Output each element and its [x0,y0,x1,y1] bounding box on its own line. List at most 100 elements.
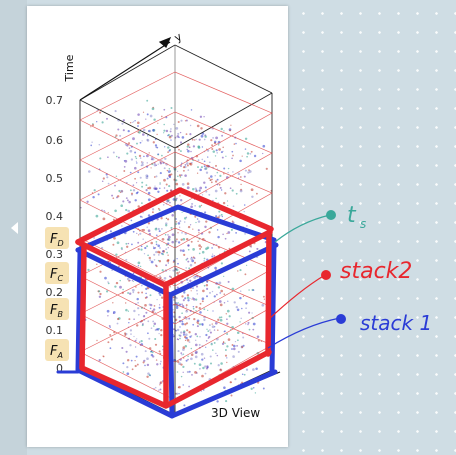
scatter-point [248,311,251,314]
scatter-point [145,292,147,295]
scatter-point [181,295,184,298]
scatter-point [140,248,143,251]
scatter-point [125,258,128,261]
scatter-point [190,357,193,361]
scatter-point [231,287,235,291]
scatter-point [193,317,196,321]
scatter-point [194,351,198,355]
scatter-point [193,362,196,365]
scatter-point [147,187,150,190]
scatter-point [188,317,191,320]
scatter-point [128,318,131,321]
scatter-point [134,199,137,202]
scatter-point [115,134,118,137]
scatter-point [163,187,166,189]
scatter-point [108,324,111,327]
scatter-point [142,315,146,318]
scatter-point [137,241,140,244]
scatter-point [230,381,232,383]
y-arrow-icon [158,36,172,48]
scatter-point [158,327,160,330]
time-tick-label: 0.3 [46,248,64,261]
scatter-point [97,193,100,196]
scatter-point [188,267,191,270]
scatter-point [233,301,236,304]
scatter-point [206,328,208,331]
scatter-point [211,325,215,329]
scatter-point [126,277,130,281]
scatter-point [215,352,217,355]
scatter-point [208,177,211,180]
scatter-point [232,355,235,358]
scatter-point [194,339,197,342]
scatter-point [189,297,191,300]
scatter-point [195,221,197,224]
scatter-point [190,256,193,259]
scatter-point [119,134,122,137]
scatter-point [245,302,248,305]
scatter-point [182,346,186,349]
scatter-point [98,143,101,146]
scatter-point [170,106,173,110]
scatter-point [146,375,149,379]
scatter-point [237,350,240,353]
scatter-point [215,149,218,152]
scatter-point [248,289,250,291]
scatter-point [211,323,213,325]
scatter-point [141,323,144,325]
scatter-point [218,300,222,303]
scatter-point [141,140,143,142]
scatter-point [219,318,223,322]
scatter-point [166,259,170,263]
scatter-point [153,305,156,307]
scatter-point [120,204,124,208]
scatter-point [224,349,227,351]
scatter-point [146,226,148,228]
scatter-point [119,285,122,289]
scatter-point [182,348,185,351]
scatter-point [132,291,135,294]
scatter-point [194,215,197,218]
scatter-point [147,320,150,323]
scatter-point [177,262,179,265]
scatter-point [179,176,182,178]
scatter-point [211,144,214,147]
scatter-point [201,158,204,161]
scatter-point [141,291,144,294]
scatter-point [248,328,251,331]
scatter-point [192,298,196,301]
scatter-point [252,368,255,371]
scatter-point [237,339,239,342]
frame-label-box [45,298,69,320]
scatter-point [125,350,128,353]
scatter-point [213,295,216,298]
scatter-point [184,174,187,177]
scatter-point [196,325,199,328]
scatter-point [197,240,199,243]
scatter-point [144,303,147,307]
scatter-point [254,392,257,394]
scatter-point [176,371,179,373]
scatter-point [130,192,134,195]
scatter-point [129,121,132,124]
scatter-point [175,182,179,186]
scatter-point [224,354,228,357]
page-arrow-icon[interactable] [11,222,18,234]
scatter-point [186,294,190,297]
scatter-point [194,343,198,347]
scatter-point [149,294,152,297]
scatter-point [95,214,99,218]
scatter-point [191,202,194,205]
scatter-point [203,357,206,359]
scatter-point [211,342,213,345]
scatter-point [175,218,177,220]
scatter-point [110,338,114,341]
scatter-point [167,234,169,236]
scatter-point [184,339,187,342]
scatter-point [146,363,150,367]
scatter-point [180,165,182,167]
scatter-point [122,129,125,132]
scatter-point [246,225,248,227]
scatter-point [235,305,238,309]
scatter-point [157,190,160,193]
